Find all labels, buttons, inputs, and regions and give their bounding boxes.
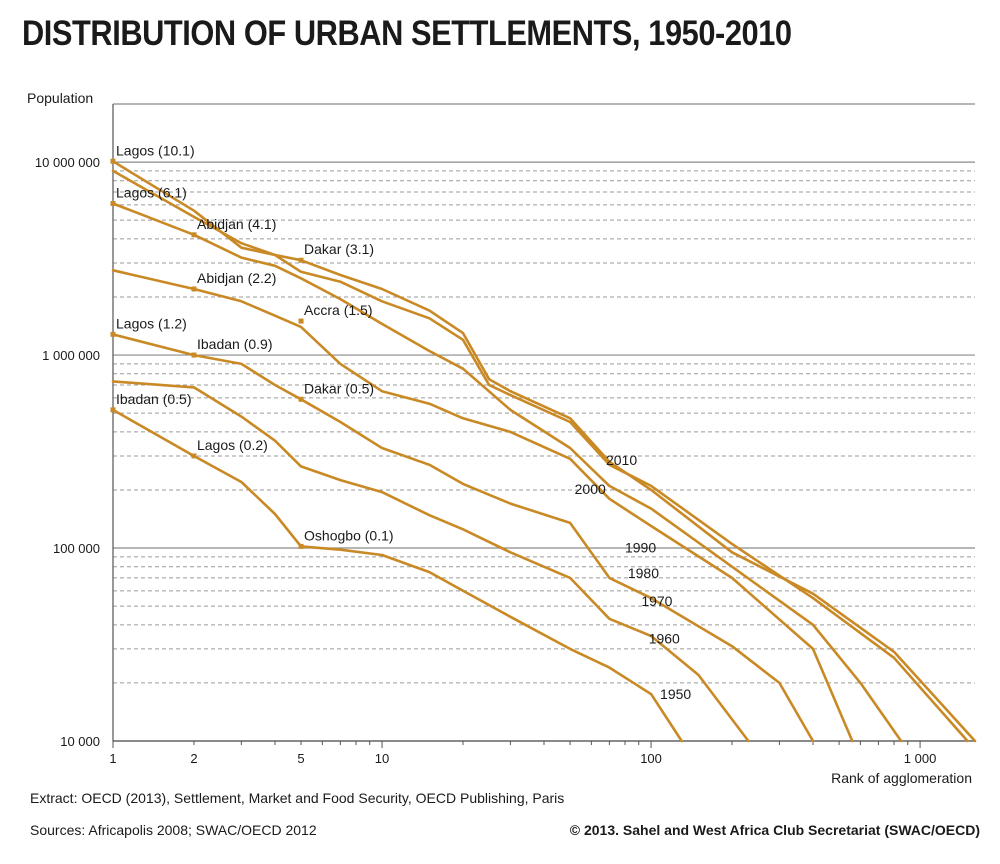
annotation-marker	[191, 286, 197, 292]
series-line-2010	[111, 160, 977, 743]
annotation-label: Lagos (6.1)	[116, 185, 187, 201]
annotation-marker	[298, 543, 304, 549]
annotation-label: Dakar (3.1)	[304, 241, 374, 257]
axes: 1 2 5 10 100 1 000 10 000 100 000 1 000 000 10 00…	[27, 90, 975, 786]
series-line-1960	[111, 380, 750, 743]
series-label-1980: 1980	[628, 565, 659, 581]
annotation-label: Accra (1.5)	[304, 302, 372, 318]
x-tick-label: 5	[297, 751, 304, 766]
annotation-label: Dakar (0.5)	[304, 380, 374, 396]
footer-copyright: © 2013. Sahel and West Africa Club Secre…	[569, 822, 980, 838]
annotation-marker	[191, 352, 197, 358]
annotation-label: Abidjan (2.2)	[197, 270, 276, 286]
series-label-1990: 1990	[625, 539, 656, 555]
series-lines	[111, 160, 977, 743]
annotation-marker	[298, 318, 304, 324]
annotation-marker	[191, 453, 197, 459]
y-tick-label: 1 000 000	[42, 348, 100, 363]
series-label-1960: 1960	[649, 631, 680, 647]
annotation-label: Lagos (1.2)	[116, 315, 187, 331]
annotation-label: Abidjan (4.1)	[197, 216, 276, 232]
footer-sources: Sources: Africapolis 2008; SWAC/OECD 201…	[30, 822, 317, 838]
series-label-1950: 1950	[660, 686, 691, 702]
page-title: DISTRIBUTION OF URBAN SETTLEMENTS, 1950-…	[22, 14, 792, 53]
annotation-label: Oshogbo (0.1)	[304, 527, 394, 543]
series-label-2010: 2010	[606, 452, 637, 468]
x-tick-label: 1	[109, 751, 116, 766]
annotation-label: Lagos (0.2)	[197, 437, 268, 453]
annotation-label: Ibadan (0.9)	[197, 336, 273, 352]
annotation-label: Lagos (10.1)	[116, 142, 195, 158]
series-line-1950	[111, 408, 683, 743]
grid-lines	[113, 103, 975, 742]
annotation-marker	[298, 257, 304, 263]
x-tick-label: 10	[375, 751, 389, 766]
x-axis-label: Rank of agglomeration	[831, 770, 972, 786]
series-line-1970	[111, 333, 815, 743]
y-tick-label: 10 000 000	[35, 155, 100, 170]
series-label-2000: 2000	[575, 481, 606, 497]
annotation-label: Ibadan (0.5)	[116, 391, 192, 407]
footer-extract: Extract: OECD (2013), Settlement, Market…	[30, 790, 565, 806]
annotation-marker	[110, 201, 116, 207]
annotation-marker	[110, 407, 116, 413]
annotation-marker	[110, 331, 116, 337]
x-tick-label: 100	[640, 751, 662, 766]
annotation-marker	[191, 232, 197, 238]
series-line-1980	[111, 269, 854, 743]
y-tick-label: 100 000	[53, 541, 100, 556]
annotation-marker	[110, 158, 116, 164]
x-tick-label: 1 000	[904, 751, 937, 766]
series-line-1990	[111, 202, 903, 743]
annotation-marker	[298, 396, 304, 402]
series-label-1970: 1970	[641, 593, 672, 609]
y-tick-label: 10 000	[60, 734, 100, 749]
y-axis-label: Population	[27, 90, 93, 106]
x-tick-label: 2	[190, 751, 197, 766]
